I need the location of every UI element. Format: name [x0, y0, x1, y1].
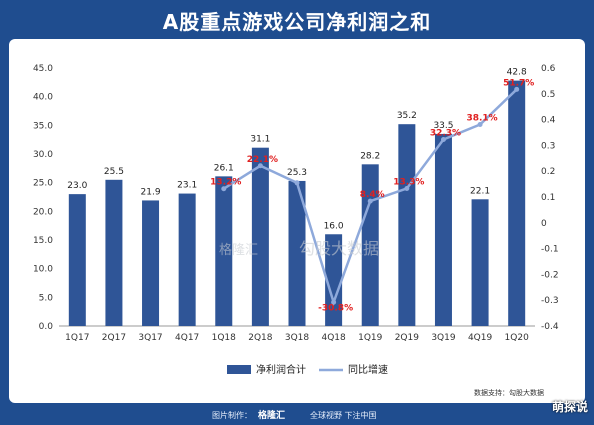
- y-right-tick-label: 0.5: [541, 90, 555, 100]
- x-tick-label: 2Q17: [102, 333, 126, 343]
- y-right-tick-label: 0: [541, 219, 547, 229]
- growth-point: [221, 186, 227, 192]
- y-right-tick-label: -0.3: [541, 296, 559, 306]
- y-left-tick-label: 5.0: [39, 293, 54, 303]
- footer: 图片制作： 格隆汇 全球视野 下注中国: [0, 403, 594, 425]
- growth-point: [440, 136, 446, 142]
- growth-point: [404, 185, 410, 191]
- watermark: 勾股大数据: [299, 239, 379, 258]
- bar: [178, 193, 196, 326]
- x-tick-label: 3Q18: [285, 333, 310, 343]
- bar-value-label: 31.1: [250, 135, 270, 145]
- bar-value-label: 28.2: [360, 151, 380, 161]
- bar: [361, 164, 379, 326]
- y-right-tick-label: 0.3: [541, 141, 555, 151]
- y-left-tick-label: 15.0: [33, 236, 53, 246]
- x-tick-label: 1Q19: [358, 333, 383, 343]
- bar-value-label: 26.1: [214, 163, 234, 173]
- footer-brand: 格隆汇: [258, 411, 286, 421]
- bar: [434, 133, 452, 326]
- x-tick-label: 1Q18: [212, 333, 237, 343]
- growth-point: [477, 122, 483, 128]
- y-right-tick-label: 0.4: [541, 116, 556, 126]
- bar: [325, 234, 343, 326]
- bar-value-label: 21.9: [141, 187, 161, 197]
- x-tick-label: 1Q20: [505, 333, 530, 343]
- bar-value-label: 25.5: [104, 167, 124, 177]
- source-note: 数据支持：勾股大数据: [474, 388, 544, 397]
- y-right-tick-label: -0.2: [541, 270, 559, 280]
- bar: [251, 147, 269, 326]
- legend-swatch-bar: [227, 365, 251, 374]
- y-left-tick-label: 20.0: [33, 207, 53, 217]
- chart-svg: 0.0 5.0 10.0 15.0 20.0 25.0 30.0 35.0 40.0 45.0 -0…: [33, 64, 559, 397]
- growth-value-label: 13.2%: [210, 178, 241, 188]
- x-tick-label: 3Q17: [138, 333, 162, 343]
- y-left-tick-label: 35.0: [33, 121, 53, 131]
- legend-label-bar: 净利润合计: [256, 363, 306, 376]
- y-right-tick-label: 0.2: [541, 167, 555, 177]
- y-right-tick-label: 0.6: [541, 64, 556, 74]
- growth-value-label: 13.3%: [393, 177, 424, 187]
- growth-point: [331, 299, 337, 305]
- y-right-tick-label: -0.4: [541, 322, 559, 332]
- bar-value-label: 42.8: [507, 68, 527, 78]
- bar: [105, 179, 123, 326]
- bar: [508, 80, 526, 326]
- growth-value-label: 51.7%: [503, 78, 534, 88]
- footer-slogan: 全球视野 下注中国: [310, 411, 377, 420]
- growth-value-label: 32.3%: [430, 128, 461, 138]
- bar-value-label: 33.5: [433, 121, 453, 131]
- bar: [398, 124, 416, 326]
- growth-point: [514, 86, 520, 92]
- x-tick-label: 3Q19: [431, 333, 456, 343]
- growth-value-label: 22.1%: [247, 155, 278, 165]
- bar-value-label: 16.0: [324, 221, 344, 231]
- legend-label-line: 同比增速: [348, 363, 388, 376]
- chart-panel: 0.0 5.0 10.0 15.0 20.0 25.0 30.0 35.0 40.0 45.0 -0…: [9, 39, 585, 403]
- x-tick-label: 2Q19: [395, 333, 420, 343]
- bar: [142, 200, 160, 326]
- bar-value-label: 23.1: [177, 181, 197, 191]
- x-tick-label: 4Q19: [468, 333, 493, 343]
- x-tick-label: 2Q18: [248, 333, 273, 343]
- x-tick-label: 1Q17: [65, 333, 89, 343]
- watermark: 格隆汇: [219, 242, 258, 258]
- corner-badge: 萌探说: [551, 400, 588, 414]
- growth-point: [367, 198, 373, 204]
- bar-value-label: 23.0: [67, 181, 87, 191]
- footer-maker: 图片制作：: [212, 411, 252, 420]
- y-left-tick-label: 45.0: [33, 64, 53, 74]
- growth-value-label: 8.4%: [360, 190, 385, 200]
- growth-point: [294, 180, 300, 186]
- y-left-tick-label: 30.0: [33, 150, 53, 160]
- y-left-tick-label: 0.0: [39, 322, 54, 332]
- x-tick-label: 4Q18: [321, 333, 346, 343]
- y-left-tick-label: 25.0: [33, 179, 53, 189]
- growth-value-label: -30.8%: [318, 303, 353, 313]
- bar-value-label: 25.3: [287, 168, 307, 178]
- y-right-tick-label: -0.1: [541, 245, 559, 255]
- x-tick-label: 4Q17: [175, 333, 199, 343]
- y-left-tick-label: 40.0: [33, 93, 53, 103]
- growth-point: [257, 163, 263, 169]
- bar: [471, 199, 489, 326]
- bar: [68, 194, 86, 326]
- growth-value-label: 38.1%: [466, 114, 497, 124]
- chart-title: A股重点游戏公司净利润之和: [162, 10, 432, 34]
- y-left-tick-label: 10.0: [33, 265, 53, 275]
- bar-value-label: 35.2: [397, 111, 417, 121]
- header: A股重点游戏公司净利润之和: [0, 0, 594, 40]
- bar: [215, 176, 233, 326]
- y-right-tick-label: 0.1: [541, 193, 555, 203]
- bar-value-label: 22.1: [470, 186, 490, 196]
- bar: [288, 180, 306, 326]
